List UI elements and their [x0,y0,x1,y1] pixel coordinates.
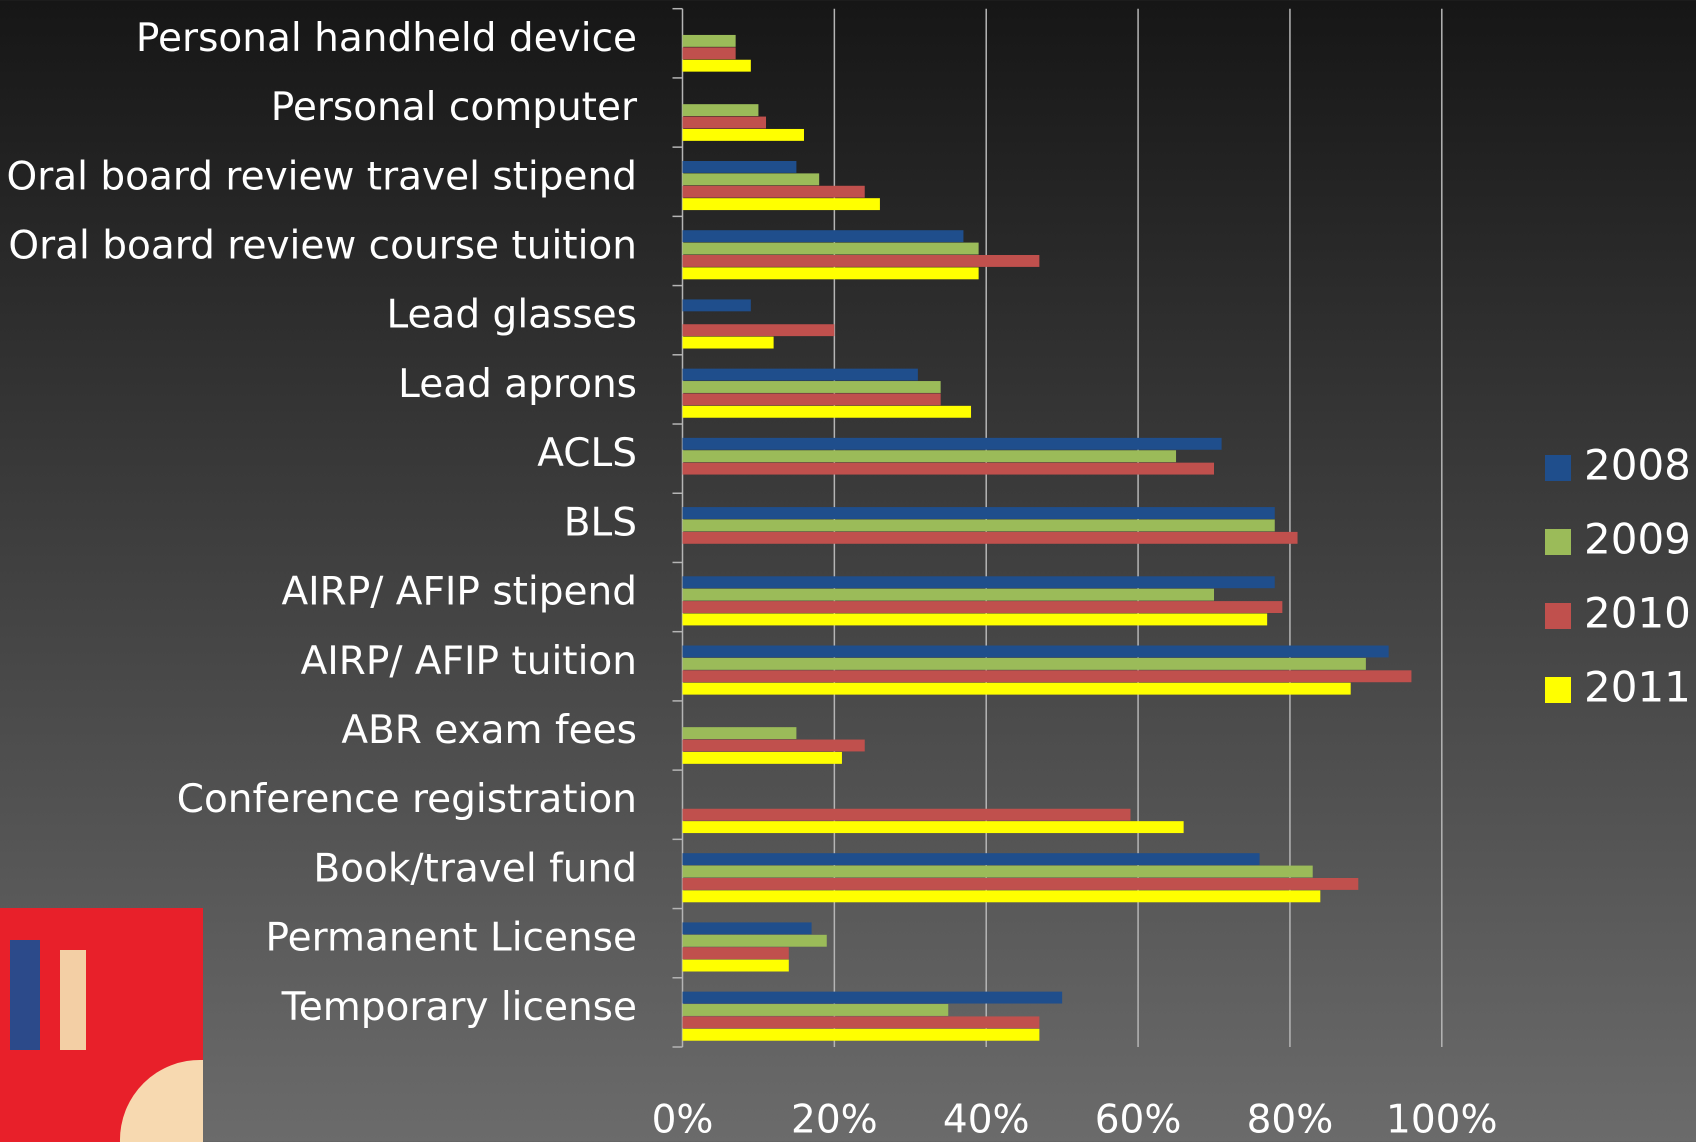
legend-label: 2010 [1584,589,1691,638]
legend-label: 2008 [1584,441,1691,490]
bar [682,613,1268,626]
bar [682,865,1313,878]
bar [682,1028,1040,1041]
bar [682,299,751,312]
category-label: ACLS [537,431,637,476]
legend-swatch [1545,677,1571,703]
bar [682,230,964,243]
category-label: Book/travel fund [313,846,637,891]
bar [682,670,1412,683]
category-label: Lead glasses [386,293,637,338]
bar [682,588,1215,601]
bar [682,450,1177,463]
bar [682,34,736,47]
bar [682,576,1275,589]
bar [682,959,789,972]
category-label: AIRP/ AFIP stipend [281,570,637,615]
bar [682,890,1321,903]
x-tick-label: 80% [1247,1098,1334,1142]
bar [682,947,789,960]
bar [682,934,827,947]
bar [682,507,1275,519]
bar [682,47,736,60]
bar [682,405,972,418]
category-label: Oral board review course tuition [8,223,637,268]
bar [682,1004,949,1016]
legend-label: 2011 [1584,663,1691,712]
bar [682,821,1184,834]
bar [682,437,1222,450]
bar [682,324,835,337]
category-label: Personal computer [271,85,638,130]
x-tick-label: 0% [652,1098,714,1142]
bar [682,519,1275,532]
legend-swatch [1545,529,1571,555]
bar [682,59,751,72]
legend-label: 2009 [1584,515,1691,564]
bar [682,877,1359,890]
bar [682,128,804,141]
x-tick-label: 100% [1386,1098,1498,1142]
bar [682,657,1366,670]
bar [682,393,941,406]
bar [682,160,797,173]
bar [682,808,1131,821]
category-label: Personal handheld device [136,16,637,61]
bar [682,1016,1040,1029]
bar [682,173,820,186]
bar [682,255,1040,267]
category-label: Temporary license [281,985,637,1030]
bar [682,751,842,764]
bar [682,368,918,381]
bar [682,104,759,117]
category-label: AIRP/ AFIP tuition [301,639,637,684]
legend-swatch [1545,603,1571,629]
category-label: Lead aprons [398,362,637,407]
bar [682,727,797,740]
category-label: Permanent License [265,916,637,961]
category-label: ABR exam fees [341,708,637,753]
bar [682,531,1298,544]
bar [682,853,1260,866]
logo [0,908,203,1142]
bar [682,922,812,935]
bar [682,601,1283,614]
category-label: Oral board review travel stipend [7,154,637,199]
x-tick-label: 20% [791,1098,878,1142]
category-label: BLS [564,500,637,545]
bar [682,336,774,349]
legend-swatch [1545,455,1571,481]
x-tick-label: 40% [943,1098,1030,1142]
x-tick-label: 60% [1095,1098,1182,1142]
bar [682,381,941,393]
bar [682,242,979,255]
bar [682,116,767,129]
bar [682,682,1351,695]
bar [682,462,1215,475]
bar [682,185,865,198]
bar [682,991,1063,1004]
bar [682,198,880,211]
bar [682,267,979,280]
bar [682,645,1389,658]
category-label: Conference registration [177,777,637,822]
bar [682,739,865,752]
